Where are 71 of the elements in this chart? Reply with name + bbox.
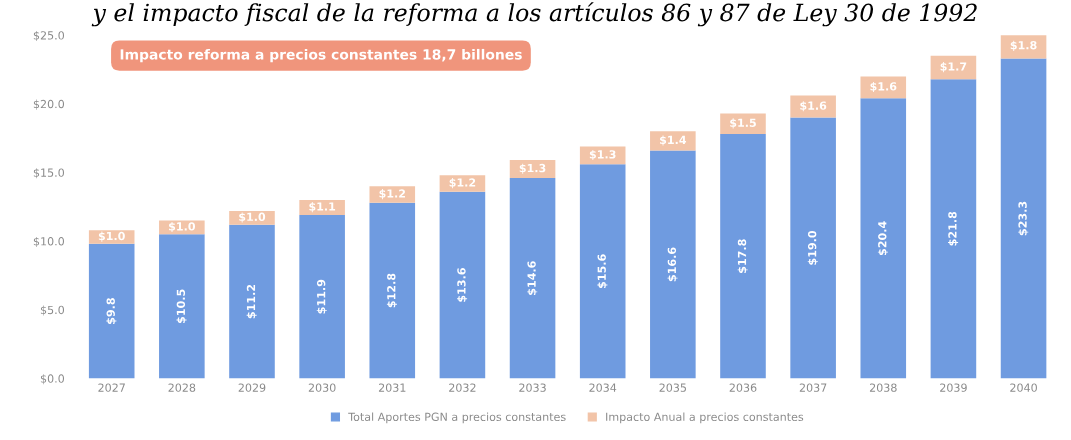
bar	[720, 113, 766, 135]
bar	[1000, 58, 1047, 379]
data-label: $1.3	[589, 149, 616, 161]
data-label: $21.8	[948, 211, 959, 246]
bar	[509, 177, 556, 379]
bar	[159, 234, 205, 379]
x-tick-label: 2035	[659, 383, 687, 392]
data-label: $1.6	[870, 81, 897, 93]
x-tick-label: 2031	[378, 383, 406, 392]
y-tick-label: $25.0	[33, 30, 65, 42]
data-label: $23.3	[1018, 201, 1029, 236]
y-tick-label: $15.0	[33, 168, 65, 179]
x-tick-label: 2037	[799, 383, 827, 392]
bar	[720, 134, 766, 379]
x-tick-label: 2039	[940, 383, 967, 392]
data-label: $1.4	[660, 135, 687, 146]
data-label: $16.6	[667, 247, 678, 282]
bar	[369, 202, 416, 379]
x-tick-label: 2040	[1010, 383, 1037, 392]
y-tick-label: $10.0	[33, 236, 65, 247]
x-tick-label: 2029	[238, 383, 266, 392]
x-tick-label: 2028	[168, 383, 196, 392]
bar	[579, 164, 626, 379]
data-label: $1.0	[239, 212, 266, 223]
legend-label: Impacto Anual a precios constantes	[606, 412, 804, 424]
bar	[229, 224, 275, 379]
x-tick-label: 2033	[519, 383, 546, 392]
data-label: $1.0	[98, 231, 125, 242]
bar	[88, 243, 135, 379]
data-label: $1.2	[449, 178, 476, 189]
data-label: $13.6	[457, 268, 468, 302]
bar	[650, 150, 696, 379]
y-tick-label: $0.0	[40, 374, 65, 385]
x-tick-label: 2036	[729, 383, 757, 392]
bar	[790, 117, 836, 379]
x-tick-label: 2027	[98, 383, 125, 392]
x-tick-label: 2034	[589, 383, 617, 392]
data-label: $17.8	[737, 239, 748, 273]
bar	[650, 131, 696, 151]
y-tick-label: $5.0	[40, 305, 65, 316]
data-label: $14.6	[527, 261, 538, 295]
bar	[369, 186, 416, 203]
data-label: $1.8	[1010, 40, 1037, 51]
data-label: $19.0	[807, 230, 818, 265]
data-label: $12.8	[386, 273, 397, 308]
data-label: $1.2	[379, 189, 406, 200]
bar	[299, 215, 345, 379]
data-label: $15.6	[597, 254, 608, 289]
y-tick-label: $20.0	[33, 99, 65, 110]
legend-label: Total Aportes PGN a precios constantes	[348, 412, 566, 424]
data-label: $1.0	[169, 222, 196, 233]
bar	[860, 98, 907, 379]
data-label: $11.9	[316, 279, 327, 314]
data-label: $10.5	[176, 289, 187, 324]
bar	[860, 76, 907, 99]
bar	[930, 79, 977, 379]
chart-title: y el impacto fiscal de la reforma a los artículos 86 y 87 de Ley 30 de 1992	[91, 2, 977, 27]
data-label: $20.4	[877, 221, 888, 256]
x-tick-label: 2038	[869, 383, 897, 392]
data-label: $9.8	[106, 298, 117, 324]
annotation: Impacto reforma a precios constantes 18,7 billones	[120, 48, 522, 63]
bar	[439, 191, 486, 379]
x-tick-label: 2030	[308, 383, 336, 392]
data-label: $1.1	[309, 202, 336, 213]
data-label: $11.2	[246, 284, 257, 319]
bar	[790, 95, 836, 118]
data-label: $1.5	[730, 118, 756, 129]
data-label: $1.3	[519, 163, 546, 174]
x-tick-label: 2032	[449, 383, 476, 392]
data-label: $1.6	[800, 101, 827, 112]
data-label: $1.7	[940, 62, 967, 73]
